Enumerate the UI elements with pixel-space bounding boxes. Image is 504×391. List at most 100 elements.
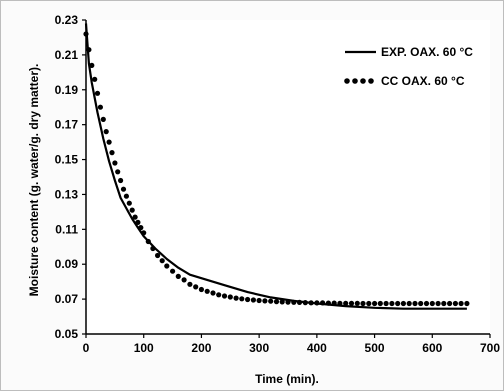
data-point [395,300,401,307]
data-point [372,300,378,307]
data-point [400,300,406,307]
data-point [423,300,430,307]
data-point [337,300,343,306]
data-point [343,300,349,306]
data-point [204,288,210,294]
data-point [155,252,161,259]
data-point [296,299,303,305]
data-point [170,268,176,274]
x-tick-label: 200 [191,341,211,355]
series-points-cc [83,31,470,307]
plot-area [86,20,490,334]
data-point [239,296,245,302]
data-point [145,238,151,245]
data-point [250,297,256,303]
data-point [210,290,216,296]
data-point [291,299,297,305]
data-point [216,292,222,298]
x-tick-label: 100 [134,341,154,355]
data-point [452,300,458,307]
data-point [273,299,280,305]
data-point [135,219,141,225]
data-point [256,297,262,304]
data-point [331,300,337,306]
legend-label-exp: EXP. OAX. 60 °C [381,45,473,59]
x-tick-label: 400 [307,341,327,355]
data-point [164,263,170,269]
axes: 0 100 200 300 400 500 600 700 0.05 0.07 0.09 0.11 0.… [55,13,501,355]
data-point [193,284,199,290]
data-point [429,300,435,307]
data-point [150,245,156,252]
y-tick-label: 0.13 [55,187,79,201]
data-point [92,76,98,82]
legend-dot [344,78,350,84]
data-point [109,150,115,156]
data-point [138,225,144,231]
y-tick-label: 0.05 [55,327,79,341]
data-point [383,300,389,307]
y-tick-label: 0.15 [55,153,79,167]
data-point [418,300,424,307]
data-point [262,298,268,304]
data-point [366,300,372,307]
data-point [464,300,470,307]
plot-background [86,20,490,334]
legend-swatch-cc [344,78,374,84]
data-point [83,31,89,37]
data-point [279,299,285,305]
data-point [141,230,147,236]
data-point [175,273,181,279]
y-tick-label: 0.07 [55,292,79,306]
data-point [112,160,118,166]
data-point [97,104,103,110]
x-tick-label: 600 [422,341,442,355]
data-point [354,300,360,306]
data-point [86,47,92,53]
data-point [123,193,129,199]
legend-label-cc: CC OAX. 60 °C [381,74,465,88]
data-point [389,300,395,307]
data-point [94,90,101,96]
data-point [245,296,251,303]
data-point [227,294,233,300]
data-point [181,277,187,283]
data-point [198,286,204,293]
data-point [233,295,239,301]
x-tick-label: 0 [83,341,90,355]
y-tick-label: 0.23 [55,13,79,27]
x-tick-label: 500 [365,341,385,355]
data-point [412,300,418,307]
data-point [129,207,135,213]
data-point [308,300,314,306]
data-point [320,300,326,306]
data-point [106,139,112,145]
x-tick-label: 700 [480,341,500,355]
data-point [285,299,291,305]
data-point [348,300,355,306]
x-tick-label: 300 [249,341,269,355]
data-point [406,300,412,307]
data-point [435,300,441,307]
series-layer [83,23,470,310]
data-point [120,186,127,192]
data-point [115,169,121,175]
data-point [325,300,331,306]
x-axis-title: Time (min). [255,372,319,386]
legend-dot [352,78,358,84]
data-point [221,293,228,299]
data-point [314,300,320,306]
legend-dot [368,78,374,84]
y-tick-label: 0.11 [55,222,78,236]
data-point [103,129,109,135]
data-point [89,62,95,68]
y-axis-title: Moisture content (g. water/g. dry matter… [27,64,41,297]
data-point [268,298,274,304]
y-tick-label: 0.21 [55,48,79,62]
data-point [132,214,138,220]
y-tick-label: 0.19 [55,83,79,97]
data-point [377,300,383,307]
data-point [100,116,106,122]
data-point [360,300,366,307]
